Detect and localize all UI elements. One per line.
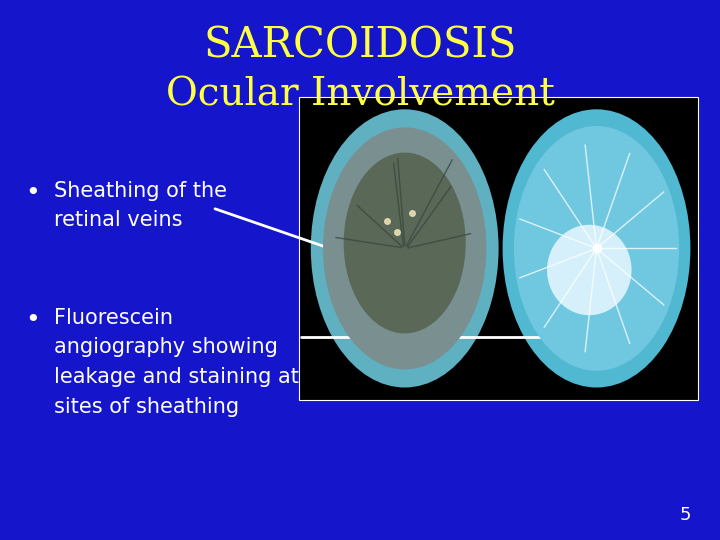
Text: Sheathing of the
retinal veins: Sheathing of the retinal veins [54, 181, 227, 231]
Text: 5: 5 [680, 506, 691, 524]
Ellipse shape [514, 126, 679, 371]
Text: SARCOIDOSIS: SARCOIDOSIS [203, 25, 517, 67]
Text: Fluorescein
angiography showing
leakage and staining at
sites of sheathing: Fluorescein angiography showing leakage … [54, 308, 299, 416]
Ellipse shape [311, 109, 498, 388]
Ellipse shape [343, 153, 466, 333]
Ellipse shape [503, 109, 690, 388]
Bar [299, 97, 698, 400]
Text: •: • [25, 308, 40, 332]
Ellipse shape [323, 127, 487, 369]
Ellipse shape [547, 225, 631, 315]
Text: Ocular Involvement: Ocular Involvement [166, 76, 554, 113]
Text: •: • [25, 181, 40, 205]
